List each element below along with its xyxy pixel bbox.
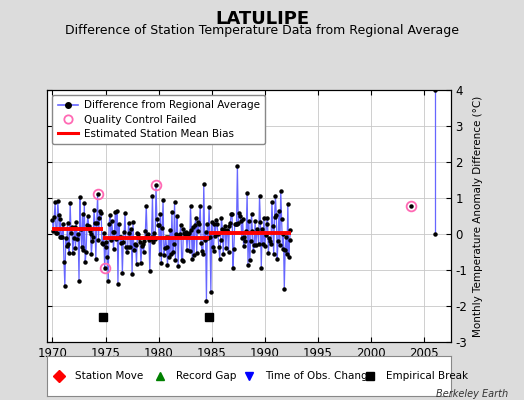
Text: Berkeley Earth: Berkeley Earth bbox=[436, 389, 508, 399]
Text: Empirical Break: Empirical Break bbox=[386, 371, 468, 381]
Y-axis label: Monthly Temperature Anomaly Difference (°C): Monthly Temperature Anomaly Difference (… bbox=[473, 95, 483, 337]
Legend: Difference from Regional Average, Quality Control Failed, Estimated Station Mean: Difference from Regional Average, Qualit… bbox=[52, 95, 265, 144]
Text: Record Gap: Record Gap bbox=[176, 371, 237, 381]
Text: LATULIPE: LATULIPE bbox=[215, 10, 309, 28]
Text: Station Move: Station Move bbox=[75, 371, 144, 381]
Text: Difference of Station Temperature Data from Regional Average: Difference of Station Temperature Data f… bbox=[65, 24, 459, 37]
Text: Time of Obs. Change: Time of Obs. Change bbox=[265, 371, 374, 381]
